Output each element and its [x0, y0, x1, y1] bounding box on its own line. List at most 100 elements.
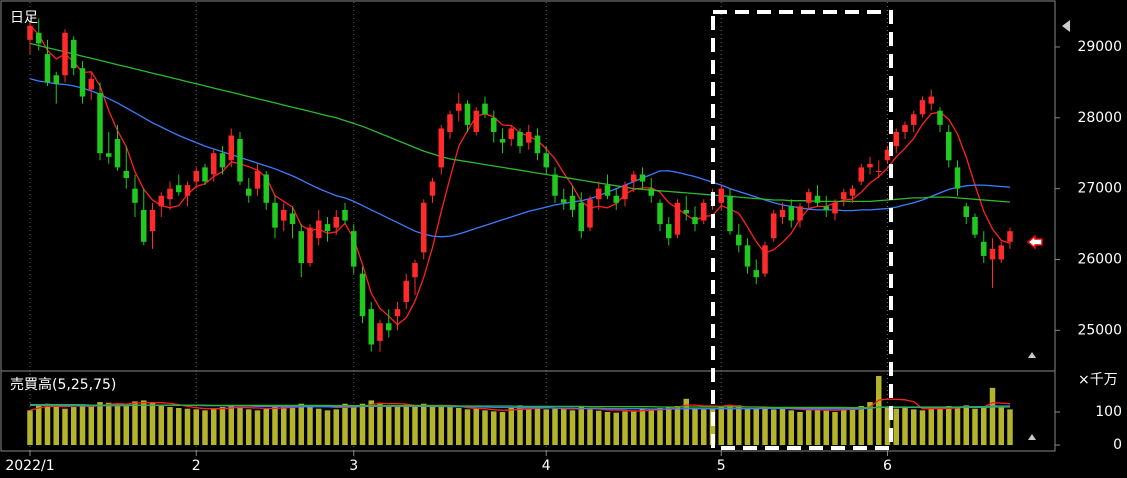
x-tick-label: 2022/1	[5, 458, 54, 474]
candle-body	[281, 209, 287, 221]
candle-body	[832, 202, 838, 214]
candle-body	[412, 263, 418, 278]
candle-body	[202, 167, 208, 182]
volume-bar	[604, 411, 611, 446]
volume-bar	[62, 408, 68, 446]
candle-body	[596, 188, 602, 200]
volume-bar	[394, 407, 401, 446]
volume-bar	[359, 403, 366, 446]
volume-bar	[919, 410, 926, 446]
volume-bar	[692, 408, 698, 446]
candle-body	[149, 209, 156, 232]
candle-body	[543, 153, 549, 168]
candle-body	[902, 124, 908, 132]
candle-body	[27, 25, 33, 40]
candle-body	[788, 206, 794, 221]
candle-body	[849, 188, 856, 196]
candle-body	[946, 131, 952, 161]
candle-body	[919, 100, 926, 115]
volume-bar	[709, 408, 716, 446]
volume-bar	[246, 409, 252, 446]
volume-bar	[797, 411, 803, 446]
volume-bar	[902, 408, 908, 446]
volume-bar	[648, 409, 654, 446]
x-tick-label: 5	[717, 458, 726, 474]
volume-bar	[351, 406, 357, 446]
candle-body	[359, 273, 366, 317]
volume-bar	[132, 401, 138, 446]
candle-body	[578, 202, 584, 232]
volume-bar	[814, 408, 821, 446]
candle-body	[114, 139, 121, 168]
volume-bar	[569, 410, 576, 446]
x-tick-label: 6	[883, 458, 892, 474]
candle-body	[351, 231, 357, 267]
candle-body	[587, 199, 593, 228]
candle-body	[307, 227, 313, 264]
candle-body	[132, 188, 138, 203]
candle-body	[911, 114, 917, 125]
volume-bar	[622, 411, 628, 446]
volume-bar	[263, 408, 269, 446]
volume-bar	[683, 398, 689, 446]
volume-bar	[823, 410, 829, 446]
candle-body	[989, 248, 996, 260]
volume-bar	[631, 410, 637, 446]
candle-body	[683, 209, 689, 214]
volume-bar	[193, 409, 199, 446]
candle-body	[648, 188, 654, 196]
scroll-arrow[interactable]	[1062, 20, 1070, 32]
volume-bar	[771, 409, 777, 446]
volume-title: 売買高(5,25,75)	[10, 376, 116, 393]
candle-body	[123, 170, 129, 179]
candle-body	[141, 209, 147, 242]
volume-bar	[289, 408, 296, 446]
scroll-arrow[interactable]	[1028, 434, 1036, 440]
candle-body	[219, 153, 226, 168]
volume-bar	[534, 408, 541, 446]
candle-body	[298, 231, 304, 264]
candle-body	[246, 188, 252, 196]
volume-bar	[981, 407, 987, 446]
candle-body	[928, 96, 934, 104]
candle-body	[211, 153, 217, 175]
scroll-arrow[interactable]	[1028, 352, 1036, 358]
candle-body	[963, 206, 969, 217]
volume-bar	[254, 410, 261, 446]
candle-body	[727, 195, 733, 232]
volume-bar	[342, 403, 348, 446]
candle-body	[184, 185, 191, 196]
candle-body	[499, 139, 506, 143]
volume-bar	[666, 407, 672, 446]
plot-frame	[0, 0, 1056, 452]
volume-bar	[184, 408, 191, 446]
candle-body	[762, 245, 768, 274]
candle-body	[158, 195, 164, 207]
volume-bar	[552, 408, 558, 446]
candle-body	[386, 323, 392, 331]
candle-body	[368, 309, 374, 345]
volume-bar	[421, 403, 427, 446]
volume-bar	[114, 403, 121, 446]
candle-body	[753, 270, 759, 278]
volume-bar	[27, 410, 33, 446]
volume-bar	[298, 403, 304, 446]
volume-bar	[639, 408, 646, 446]
candle-body	[106, 153, 112, 157]
volume-bar	[412, 406, 418, 446]
y-tick-label: 28000	[1077, 110, 1122, 126]
volume-bar	[727, 406, 733, 446]
candle-body	[254, 170, 261, 189]
volume-bar	[482, 410, 488, 446]
candle-body	[613, 195, 619, 203]
volume-bar	[762, 407, 768, 446]
volume-bar	[167, 407, 173, 446]
volume-bar	[464, 409, 471, 446]
volume-bar	[674, 406, 681, 446]
candle-body	[71, 39, 77, 69]
candle-body	[823, 206, 829, 210]
moving-average	[29, 398, 1011, 412]
moving-average	[29, 78, 1011, 238]
candle-body	[534, 135, 541, 154]
